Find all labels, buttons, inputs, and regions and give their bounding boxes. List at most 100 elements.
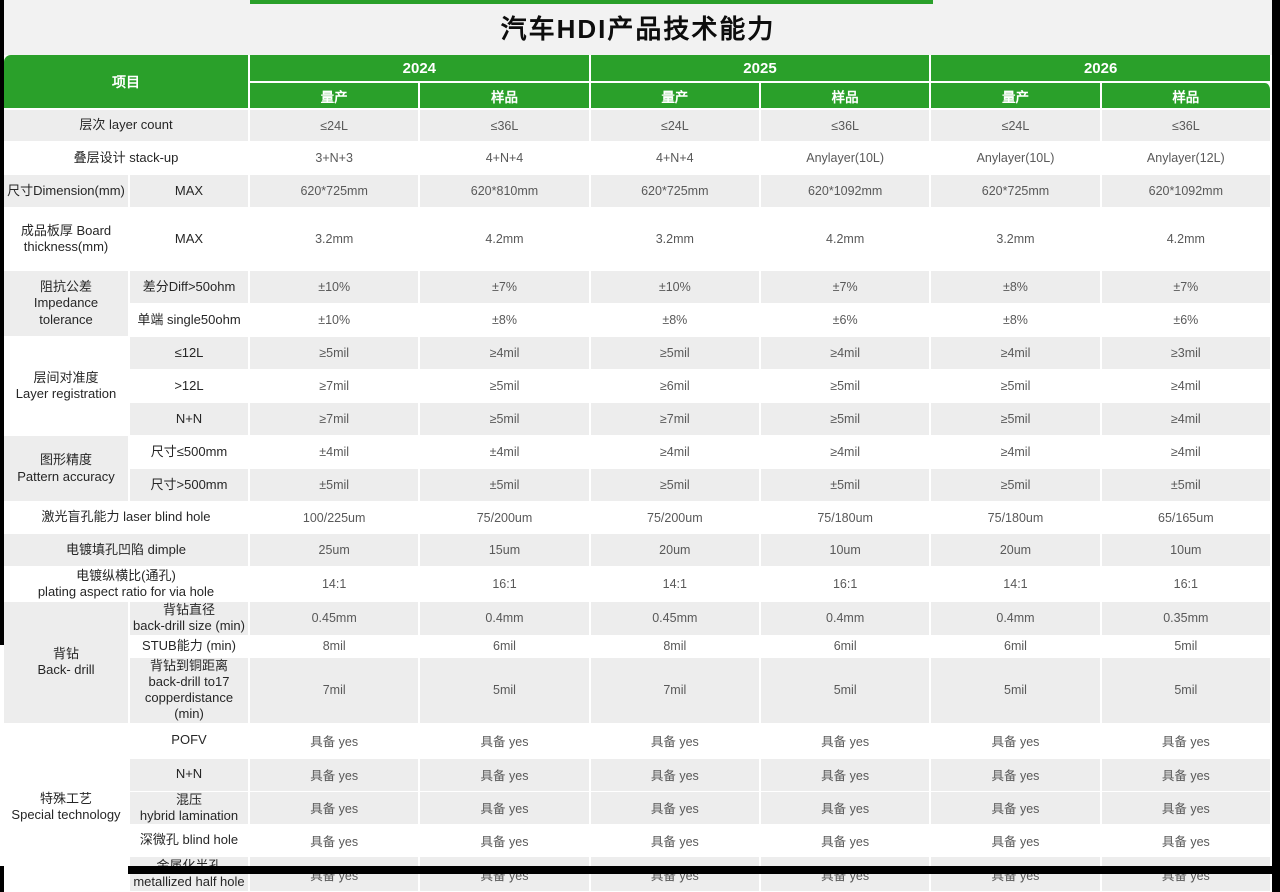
value-cell-pattern-gt500-2: ≥5mil [591, 469, 761, 502]
value-cell-pattern-gt500-3: ±5mil [761, 469, 931, 502]
value-cell-board-thickness-max-3: 4.2mm [761, 208, 931, 271]
value-cell-pattern-gt500-4: ≥5mil [931, 469, 1101, 502]
value-cell-laser-blind-hole-4: 75/180um [931, 502, 1101, 534]
value-cell-pattern-le500-2: ≥4mil [591, 436, 761, 469]
sub-label-dimension-max: MAX [130, 175, 250, 208]
value-cell-impedance-single-4: ±8% [931, 304, 1101, 337]
bottom-frame-edge [128, 866, 1280, 874]
subheader-2024-1: 样品 [420, 83, 590, 110]
value-cell-registration-gt12l-1: ≥5mil [420, 370, 590, 403]
value-cell-aspect-ratio-5: 16:1 [1102, 567, 1272, 602]
value-cell-pofv-0: 具备 yes [250, 724, 420, 759]
row-registration-gt12l: >12L≥7mil≥5mil≥6mil≥5mil≥5mil≥4mil [4, 370, 1272, 403]
subheader-2026-1: 样品 [1102, 83, 1272, 110]
value-cell-special-nn-0: 具备 yes [250, 759, 420, 792]
value-cell-aspect-ratio-0: 14:1 [250, 567, 420, 602]
value-cell-special-nn-3: 具备 yes [761, 759, 931, 792]
sub-label-registration-nn: N+N [130, 403, 250, 436]
value-cell-board-thickness-max-0: 3.2mm [250, 208, 420, 271]
value-cell-hybrid-lamination-1: 具备 yes [420, 792, 590, 826]
value-cell-stub-0: 8mil [250, 636, 420, 658]
value-cell-stub-5: 5mil [1102, 636, 1272, 658]
subheader-2024-0: 量产 [250, 83, 420, 110]
value-cell-backdrill-size-3: 0.4mm [761, 602, 931, 636]
value-cell-pattern-gt500-5: ±5mil [1102, 469, 1272, 502]
value-cell-dimple-2: 20um [591, 534, 761, 567]
value-cell-board-thickness-max-2: 3.2mm [591, 208, 761, 271]
row-label-dimple: 电镀填孔凹陷 dimple [4, 534, 250, 567]
page-title: 汽车HDI产品技术能力 [501, 9, 776, 46]
row-impedance-single: 单端 single50ohm±10%±8%±8%±6%±8%±6% [4, 304, 1272, 337]
value-cell-dimension-max-4: 620*725mm [931, 175, 1101, 208]
value-cell-backdrill-copper-distance-1: 5mil [420, 658, 590, 724]
top-accent-strip [250, 0, 933, 4]
year-header-2026: 2026 [931, 55, 1272, 83]
row-label-layer-count: 层次 layer count [4, 110, 250, 142]
value-cell-hybrid-lamination-4: 具备 yes [931, 792, 1101, 826]
value-cell-pattern-gt500-0: ±5mil [250, 469, 420, 502]
value-cell-backdrill-copper-distance-0: 7mil [250, 658, 420, 724]
sub-label-metallized-half-hole: 金属化半孔 metallized half hole [130, 857, 250, 892]
value-cell-stub-2: 8mil [591, 636, 761, 658]
sub-label-board-thickness-max: MAX [130, 208, 250, 271]
value-cell-registration-nn-1: ≥5mil [420, 403, 590, 436]
value-cell-hybrid-lamination-0: 具备 yes [250, 792, 420, 826]
item-header-cell: 项目 [4, 55, 250, 110]
sub-label-backdrill-size: 背钻直径 back-drill size (min) [130, 602, 250, 636]
value-cell-stack-up-0: 3+N+3 [250, 142, 420, 175]
value-cell-pattern-le500-0: ±4mil [250, 436, 420, 469]
value-cell-deep-blind-hole-2: 具备 yes [591, 825, 761, 857]
sub-label-impedance-single: 单端 single50ohm [130, 304, 250, 337]
value-cell-impedance-diff-2: ±10% [591, 271, 761, 304]
value-cell-pofv-5: 具备 yes [1102, 724, 1272, 759]
year-header-2025: 2025 [591, 55, 932, 83]
value-cell-registration-nn-0: ≥7mil [250, 403, 420, 436]
value-cell-laser-blind-hole-1: 75/200um [420, 502, 590, 534]
value-cell-pofv-3: 具备 yes [761, 724, 931, 759]
value-cell-backdrill-copper-distance-3: 5mil [761, 658, 931, 724]
sub-label-registration-le12l: ≤12L [130, 337, 250, 370]
value-cell-registration-le12l-1: ≥4mil [420, 337, 590, 370]
group-label-registration-le12l: 层间对准度 Layer registration [4, 337, 130, 436]
value-cell-aspect-ratio-4: 14:1 [931, 567, 1101, 602]
value-cell-registration-nn-2: ≥7mil [591, 403, 761, 436]
value-cell-metallized-half-hole-4: 具备 yes [931, 857, 1101, 892]
value-cell-dimension-max-0: 620*725mm [250, 175, 420, 208]
group-label-impedance-diff: 阻抗公差 Impedance tolerance [4, 271, 130, 337]
value-cell-hybrid-lamination-2: 具备 yes [591, 792, 761, 826]
value-cell-board-thickness-max-5: 4.2mm [1102, 208, 1272, 271]
value-cell-registration-gt12l-4: ≥5mil [931, 370, 1101, 403]
value-cell-deep-blind-hole-5: 具备 yes [1102, 825, 1272, 857]
right-frame-edge [1272, 0, 1280, 874]
value-cell-registration-le12l-3: ≥4mil [761, 337, 931, 370]
value-cell-deep-blind-hole-0: 具备 yes [250, 825, 420, 857]
sub-label-pattern-gt500: 尺寸>500mm [130, 469, 250, 502]
row-backdrill-copper-distance: 背钻到铜距离 back-drill to17 copperdistance (m… [4, 658, 1272, 724]
value-cell-stack-up-1: 4+N+4 [420, 142, 590, 175]
value-cell-laser-blind-hole-2: 75/200um [591, 502, 761, 534]
year-header-2024: 2024 [250, 55, 591, 83]
sub-label-deep-blind-hole: 深微孔 blind hole [130, 825, 250, 857]
group-label-backdrill-size: 背钻 Back- drill [4, 602, 130, 724]
value-cell-registration-gt12l-5: ≥4mil [1102, 370, 1272, 403]
value-cell-backdrill-size-1: 0.4mm [420, 602, 590, 636]
value-cell-registration-le12l-5: ≥3mil [1102, 337, 1272, 370]
sub-label-impedance-diff: 差分Diff>50ohm [130, 271, 250, 304]
value-cell-layer-count-4: ≤24L [931, 110, 1101, 142]
value-cell-registration-nn-3: ≥5mil [761, 403, 931, 436]
subheader-2025-0: 量产 [591, 83, 761, 110]
value-cell-metallized-half-hole-5: 具备 yes [1102, 857, 1272, 892]
value-cell-deep-blind-hole-1: 具备 yes [420, 825, 590, 857]
value-cell-dimple-5: 10um [1102, 534, 1272, 567]
row-pattern-gt500: 尺寸>500mm±5mil±5mil≥5mil±5mil≥5mil±5mil [4, 469, 1272, 502]
value-cell-impedance-diff-5: ±7% [1102, 271, 1272, 304]
group-label-dimension-max: 尺寸Dimension(mm) [4, 175, 130, 208]
